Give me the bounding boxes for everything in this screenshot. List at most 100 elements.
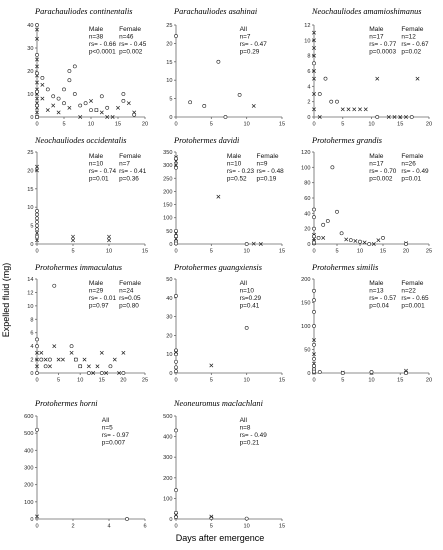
data-point-circle [35,234,39,239]
data-point-circle [121,371,126,375]
data-point-circle [312,61,316,66]
data-point-x [35,164,39,169]
x-tick-label: 15 [279,378,285,384]
panel-title: Protohermes grandis [311,136,382,145]
data-point-x [346,107,351,112]
panel-title: Parachauliodes continentalis [34,7,132,16]
data-point-x [312,107,316,112]
stats-line: n=13 [369,288,384,295]
stats-line: rs= - 0.23 [227,168,255,175]
x-tick-label: 15 [380,249,386,255]
stats-line: n=9 [257,161,268,168]
x-tick-label: 5 [341,378,344,384]
y-tick-label: 150 [301,301,310,307]
data-point-circle [375,115,380,119]
stats-line: p=0.002 [119,48,143,55]
x-tick-label: 5 [210,378,213,384]
y-tick-label: 5 [169,97,172,103]
stats-line: rs=0.29 [240,295,262,302]
stats-line: n=10 [227,161,242,168]
data-point-circle [35,23,39,27]
data-point-circle [330,165,335,170]
y-tick-label: 100 [301,165,310,171]
y-tick-label: 400 [163,435,172,441]
data-point-circle [72,64,77,69]
panel: Protohermes guangxiensis 0 10 20 30 40 50 0 5 10 1… [166,263,285,384]
x-tick-label: 0 [35,122,38,128]
data-point-circle [312,215,316,220]
data-point-circle [35,223,39,228]
stats-line: rs= - 0.70 [369,168,397,175]
y-tick-label: 0 [169,371,172,377]
y-tick-label: 0 [30,242,33,248]
data-point-circle [409,115,414,119]
x-tick-label: 5 [62,122,65,128]
y-tick-label: 0 [169,242,172,248]
stats-line: n=26 [401,161,416,168]
y-tick-label: 50 [166,277,172,283]
data-point-x [376,238,381,243]
data-point-circle [216,59,221,64]
data-point-x [35,231,39,235]
data-point-x [340,107,345,112]
data-point-x [110,115,115,119]
data-point-x [251,104,256,108]
data-point-circle [43,364,48,369]
data-point-circle [312,364,316,368]
y-tick-label: 2 [30,358,33,364]
stats-line: rs= - 0.74 [89,168,117,175]
data-point-x [104,371,109,375]
stats-line: rs= - 0.67 [401,41,429,48]
stats-line: rs= - 0.97 [102,432,130,439]
data-point-circle [237,93,242,97]
stats-header: Male [89,280,104,287]
data-point-x [51,103,56,108]
y-tick-label: 100 [163,496,172,502]
x-tick-label: 10 [368,378,374,384]
stats-line: p<0.0001 [89,48,116,55]
y-tick-label: 0 [30,517,33,523]
data-point-x [52,344,57,349]
data-point-circle [62,101,66,106]
y-tick-label: 30 [166,315,172,321]
y-tick-label: 0 [307,371,310,377]
data-point-circle [39,357,44,362]
x-tick-label: 20 [426,378,432,384]
stats-line: p=0.007 [102,439,126,446]
stats-line: n=7 [240,34,251,41]
data-point-x [78,115,83,119]
data-point-circle [174,365,178,370]
x-tick-label: 0 [312,249,315,255]
x-tick-label: 15 [397,378,403,384]
data-point-x [56,110,61,115]
y-tick-label: 20 [27,168,33,174]
data-point-circle [174,488,178,493]
data-point-circle [339,231,344,236]
stats-line: n=10 [89,161,104,168]
data-point-x [251,241,256,246]
data-point-x [107,234,111,239]
data-point-x [312,92,316,96]
data-point-circle [381,235,385,240]
x-tick-label: 20 [120,378,126,384]
data-point-circle [86,371,91,375]
panel-title: Neoneuromus maclachlani [173,399,264,408]
panel-title: Protohermes similis [311,263,378,272]
data-point-x [86,364,91,369]
stats-line: rs=0.05 [119,295,141,302]
data-point-circle [312,240,316,245]
x-tick-label: 0 [174,378,177,384]
stats-line: rs= - 0.45 [119,41,147,48]
panel-title: Neochauliodes amamioshimanus [311,7,421,16]
data-point-circle [348,238,353,243]
stats-line: rs= - 0.48 [257,168,285,175]
x-tick-label: 10 [244,524,250,530]
x-tick-label: 15 [279,122,285,128]
data-point-circle [312,288,316,293]
data-point-x [99,110,104,115]
data-point-circle [174,34,178,38]
y-tick-label: 200 [24,483,33,489]
x-tick-label: 15 [279,524,285,530]
stats-line: p=0.04 [369,302,389,309]
